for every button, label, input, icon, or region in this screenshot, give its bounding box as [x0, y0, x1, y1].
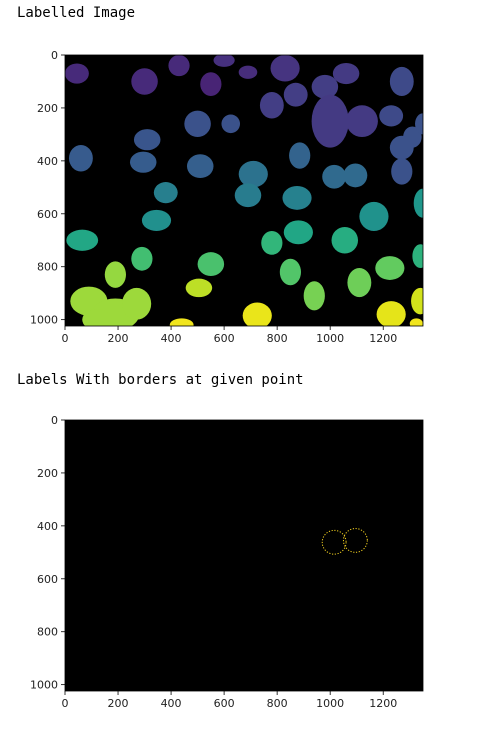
label-region-55 — [169, 318, 194, 326]
border-outline-0 — [321, 529, 347, 555]
label-region-25 — [289, 142, 311, 169]
label-region-10 — [332, 62, 360, 85]
label-region-17 — [389, 135, 414, 160]
labelled-image-regions — [65, 55, 423, 326]
x-tick-label: 400 — [161, 332, 182, 345]
label-region-35 — [66, 229, 99, 251]
borders-image-figure: 0 200 400 600 800 1000 1200 0 200 400 600 800 1000 — [30, 414, 424, 710]
label-region-14 — [389, 66, 414, 97]
y-tick-label: 600 — [37, 573, 58, 586]
borders-image-outlines — [321, 528, 368, 555]
label-region-45 — [303, 281, 325, 311]
border-outline-1 — [342, 528, 368, 553]
x-tick-label: 1000 — [316, 332, 344, 345]
label-region-29 — [153, 182, 178, 204]
label-region-0 — [65, 63, 89, 84]
label-region-50 — [82, 309, 112, 326]
y-tick-label: 1000 — [30, 679, 58, 692]
x-tick-label: 200 — [108, 332, 129, 345]
label-region-51 — [185, 278, 213, 298]
label-region-12 — [346, 105, 378, 138]
x-tick-label: 1200 — [369, 332, 397, 345]
label-region-52 — [411, 287, 423, 315]
borders-image-background — [65, 420, 423, 691]
label-region-3 — [213, 55, 235, 67]
borders-image-frame — [64, 419, 424, 692]
borders-image-axes: 0 200 400 600 800 1000 1200 0 200 400 600 800 1000 — [30, 414, 397, 710]
labelled-image-caption: Labelled Image — [17, 5, 136, 21]
x-tick-label: 400 — [161, 697, 182, 710]
x-tick-label: 800 — [267, 697, 288, 710]
x-tick-label: 600 — [214, 697, 235, 710]
y-tick-label: 200 — [37, 467, 58, 480]
x-tick-label: 1200 — [369, 697, 397, 710]
label-region-2 — [168, 55, 190, 77]
label-region-20 — [221, 114, 241, 134]
label-region-34 — [413, 188, 423, 218]
label-region-19 — [184, 110, 211, 138]
label-region-39 — [261, 230, 283, 255]
label-region-53 — [376, 301, 406, 326]
label-region-9 — [311, 74, 339, 99]
label-region-38 — [412, 244, 423, 269]
label-region-21 — [133, 129, 161, 151]
label-region-13 — [379, 105, 404, 127]
label-region-1 — [131, 68, 158, 95]
y-tick-label: 1000 — [30, 314, 58, 327]
x-tick-label: 0 — [62, 697, 69, 710]
y-tick-label: 800 — [37, 261, 58, 274]
label-region-22 — [68, 144, 93, 172]
label-region-18 — [391, 158, 413, 185]
x-tick-label: 1000 — [316, 697, 344, 710]
y-tick-label: 400 — [37, 155, 58, 168]
y-tick-label: 800 — [37, 626, 58, 639]
label-region-46 — [104, 261, 126, 288]
label-region-33 — [359, 201, 389, 231]
label-region-36 — [283, 220, 313, 245]
label-region-37 — [331, 227, 359, 254]
label-region-28 — [238, 160, 268, 188]
borders-image-caption: Labels With borders at given point — [17, 372, 304, 388]
x-tick-label: 600 — [214, 332, 235, 345]
x-tick-label: 800 — [267, 332, 288, 345]
labelled-image-figure: 0 200 400 600 800 1000 1200 0 200 400 600 800 1000 — [30, 49, 424, 345]
y-tick-label: 400 — [37, 520, 58, 533]
label-region-27 — [343, 163, 368, 188]
label-region-8 — [259, 92, 284, 119]
label-region-56 — [409, 318, 423, 326]
x-tick-label: 200 — [108, 697, 129, 710]
x-tick-label: 0 — [62, 332, 69, 345]
label-region-44 — [347, 268, 372, 298]
labelled-image-frame — [64, 54, 424, 327]
y-tick-label: 600 — [37, 208, 58, 221]
y-tick-label: 0 — [51, 414, 58, 427]
label-region-11 — [311, 94, 349, 148]
label-region-43 — [375, 256, 405, 280]
label-region-40 — [131, 246, 153, 271]
labelled-image-axes: 0 200 400 600 800 1000 1200 0 200 400 600 800 1000 — [30, 49, 397, 345]
label-region-54 — [242, 302, 272, 326]
label-region-5 — [200, 72, 222, 97]
y-tick-label: 200 — [37, 102, 58, 115]
y-tick-label: 0 — [51, 49, 58, 62]
label-region-31 — [282, 186, 312, 210]
label-region-41 — [197, 252, 225, 276]
label-region-4 — [238, 65, 258, 79]
label-region-16 — [415, 113, 423, 135]
label-region-6 — [270, 55, 300, 82]
label-region-7 — [283, 82, 308, 107]
label-region-42 — [279, 258, 302, 286]
label-region-49 — [122, 287, 152, 320]
label-region-26 — [322, 164, 347, 189]
label-region-32 — [141, 209, 172, 231]
label-region-30 — [234, 183, 262, 208]
label-region-24 — [186, 154, 214, 179]
label-region-23 — [129, 151, 157, 173]
